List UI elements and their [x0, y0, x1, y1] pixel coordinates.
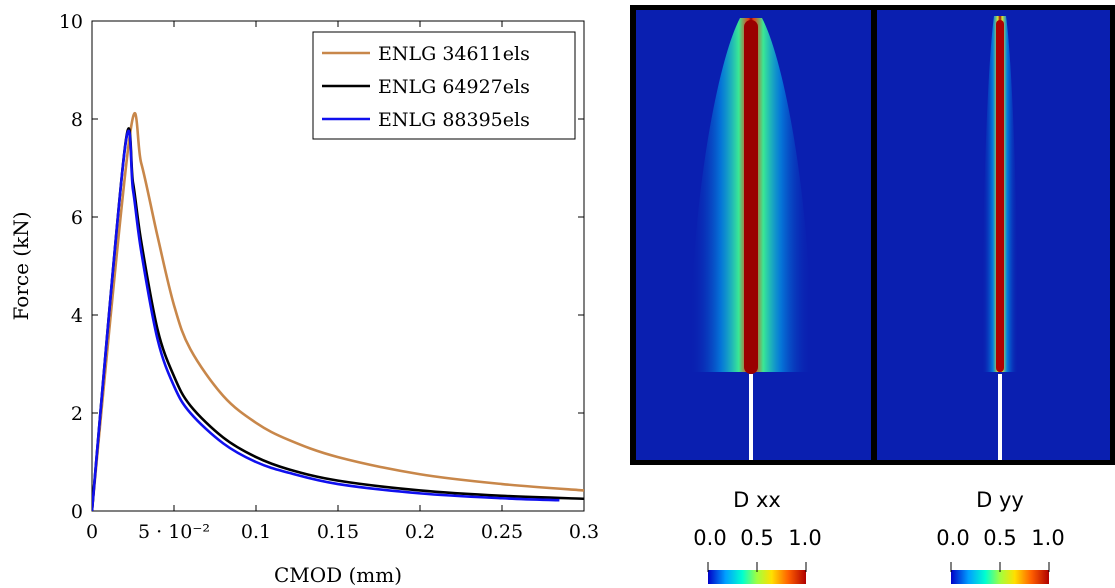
x-tick-label: 0	[86, 521, 98, 543]
colorbar-dyy-title: D yy	[976, 488, 1024, 512]
colorbar-dxx-tick-max: 1.0	[788, 526, 821, 550]
dxx-notch	[749, 374, 753, 460]
colorbar-dyy: D yy 0.0 0.5 1.0	[936, 488, 1065, 584]
x-tick-label: 5 · 10⁻²	[138, 521, 210, 543]
x-tick-label: 0.3	[569, 521, 599, 543]
y-tick-label: 6	[71, 207, 83, 229]
dyy-field-panel	[877, 10, 1110, 460]
series-line-2	[92, 127, 584, 511]
legend-label-3: ENLG 88395els	[378, 109, 530, 131]
y-tick-label: 0	[71, 501, 83, 523]
series-line-1	[92, 111, 584, 511]
y-tick-label: 8	[71, 109, 83, 131]
force-cmod-chart: 0 5 · 10⁻² 0.1 0.15 0.2 0.25 0.3 0 2 4 6 8 10 CMOD (…	[9, 11, 599, 587]
x-tick-label: 0.15	[317, 521, 359, 543]
colorbar-dxx-tick-min: 0.0	[693, 526, 726, 550]
dyy-notch	[998, 374, 1002, 460]
colorbar-dyy-tick-min: 0.0	[936, 526, 969, 550]
x-tick-label: 0.2	[405, 521, 435, 543]
field-images	[630, 5, 1115, 465]
colorbar-dxx-tick-mid: 0.5	[740, 526, 773, 550]
series-layer	[92, 111, 584, 511]
x-axis-label: CMOD (mm)	[274, 563, 402, 587]
x-tick-label: 0.25	[481, 521, 523, 543]
colorbar-dyy-gradient	[951, 570, 1049, 584]
colorbar-dxx-title: D xx	[733, 488, 781, 512]
axis-ticks: 0 5 · 10⁻² 0.1 0.15 0.2 0.25 0.3 0 2 4 6 8 10	[59, 11, 599, 543]
y-tick-label: 2	[71, 403, 83, 425]
colorbar-dyy-tick-max: 1.0	[1031, 526, 1064, 550]
dxx-damage-band	[744, 20, 758, 374]
dxx-field-panel	[636, 10, 871, 460]
series-line-3	[92, 129, 560, 511]
legend: ENLG 34611els ENLG 64927els ENLG 88395els	[312, 31, 576, 140]
dyy-damage-band	[996, 20, 1004, 372]
legend-label-2: ENLG 64927els	[378, 76, 530, 98]
legend-label-1: ENLG 34611els	[378, 43, 530, 65]
colorbar-dyy-tick-mid: 0.5	[983, 526, 1016, 550]
y-tick-label: 10	[59, 11, 83, 33]
colorbar-dxx: D xx 0.0 0.5 1.0	[693, 488, 822, 584]
y-axis-label: Force (kN)	[9, 211, 33, 320]
x-tick-label: 0.1	[241, 521, 271, 543]
colorbar-dxx-gradient	[708, 570, 806, 584]
y-tick-label: 4	[71, 305, 83, 327]
